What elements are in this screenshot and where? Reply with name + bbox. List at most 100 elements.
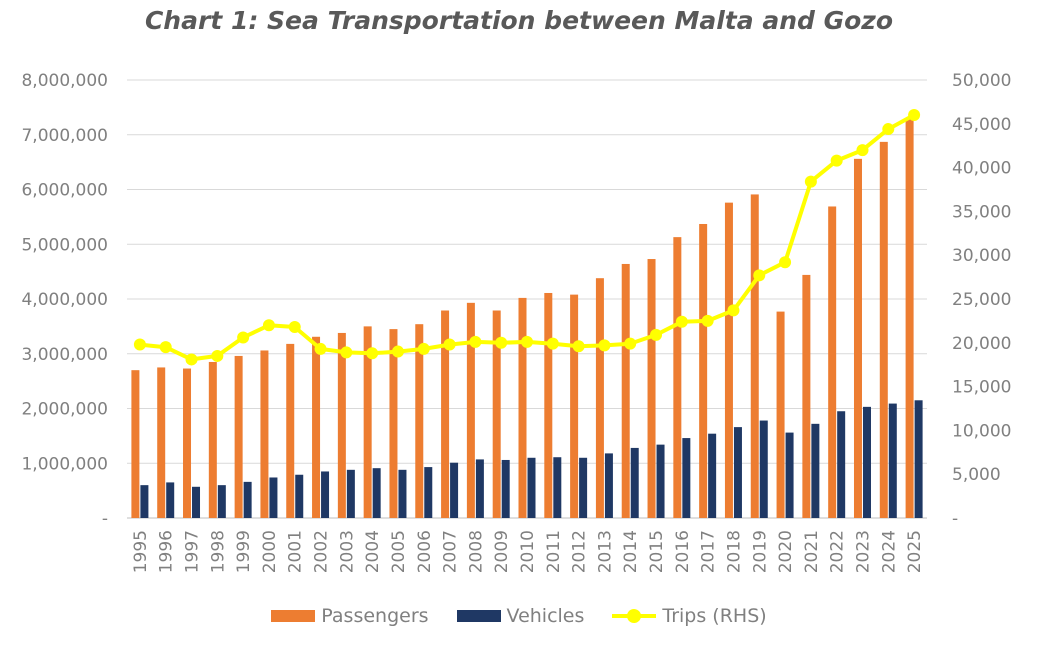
- x-tick-label: 2025: [905, 530, 925, 573]
- passengers-bar: [312, 336, 321, 518]
- vehicles-bar: [656, 444, 665, 518]
- passengers-bar: [595, 278, 604, 518]
- vehicles-bar: [166, 482, 175, 518]
- x-tick-label: 2002: [312, 530, 332, 573]
- trips-point: [469, 335, 482, 348]
- passengers-bar: [647, 259, 656, 518]
- passengers-bar: [363, 326, 372, 518]
- passengers-bar: [157, 367, 166, 518]
- vehicles-bar: [140, 485, 149, 518]
- right-tick-label: 35,000: [952, 202, 1011, 222]
- vehicles-bar: [785, 432, 794, 518]
- vehicles-bar: [862, 406, 871, 518]
- x-tick-label: 2006: [415, 530, 435, 573]
- legend-item-passengers: Passengers: [271, 605, 429, 627]
- legend-item-trips: Trips (RHS): [612, 605, 767, 627]
- vehicles-bar: [217, 485, 226, 518]
- passengers-bar: [337, 332, 346, 518]
- passengers-bar: [828, 206, 837, 518]
- x-tick-label: 2015: [647, 530, 667, 573]
- right-tick-label: 30,000: [952, 246, 1011, 266]
- left-tick-label: 8,000,000: [21, 71, 108, 91]
- vehicles-bar: [527, 457, 536, 518]
- left-tick-label: 3,000,000: [21, 345, 108, 365]
- trips-point: [804, 175, 817, 188]
- legend-label-trips: Trips (RHS): [662, 605, 767, 627]
- trips-point: [133, 338, 146, 351]
- passengers-bar: [699, 223, 708, 518]
- x-tick-label: 2016: [673, 530, 693, 573]
- x-tick-label: 2023: [853, 530, 873, 573]
- x-axis-ticks: 1995 1996 1997 1998 1999 2000 2001 2002 2003 2004…: [131, 530, 925, 573]
- vehicles-bar: [811, 423, 820, 518]
- vehicles-bar: [295, 474, 304, 518]
- trips-point: [908, 109, 921, 122]
- x-tick-label: 2008: [466, 530, 486, 573]
- vehicles-bar: [424, 467, 433, 518]
- left-tick-label: 2,000,000: [21, 400, 108, 420]
- x-tick-label: 2003: [337, 530, 357, 573]
- x-tick-label: 2018: [724, 530, 744, 573]
- left-tick-label: 1,000,000: [21, 454, 108, 474]
- x-tick-label: 2024: [879, 530, 899, 573]
- trips-point: [701, 314, 714, 327]
- right-tick-label: 15,000: [952, 378, 1011, 398]
- x-tick-label: 2005: [389, 530, 409, 573]
- vehicles-bar: [837, 411, 846, 518]
- passengers-bar: [441, 310, 450, 518]
- vehicles-bar: [759, 420, 768, 518]
- x-tick-label: 2020: [776, 530, 796, 573]
- vehicles-bar: [604, 453, 613, 518]
- passengers-bar: [750, 194, 759, 519]
- passengers-bar: [234, 355, 243, 518]
- trips-point: [185, 353, 198, 366]
- trips-point: [211, 349, 224, 362]
- x-tick-label: 2011: [544, 530, 564, 573]
- passengers-bar: [724, 202, 733, 518]
- passengers-bar: [492, 310, 501, 518]
- passengers-bar: [570, 294, 579, 518]
- trips-point: [237, 331, 250, 344]
- passengers-bar: [802, 274, 811, 518]
- left-tick-label: 7,000,000: [21, 126, 108, 146]
- trips-line: [139, 113, 916, 362]
- left-tick-label: -: [102, 509, 108, 529]
- right-tick-label: 45,000: [952, 115, 1011, 135]
- trips-point: [856, 144, 869, 157]
- trips-point: [882, 123, 895, 136]
- vehicles-swatch: [456, 610, 501, 622]
- trips-point: [753, 269, 766, 282]
- passengers-bar: [776, 311, 785, 518]
- legend-label-vehicles: Vehicles: [506, 605, 585, 627]
- vehicles-bar: [346, 469, 355, 518]
- trips-point: [779, 256, 792, 269]
- gridlines: [127, 79, 927, 519]
- vehicles-bar: [192, 486, 201, 518]
- vehicles-bar: [914, 400, 923, 518]
- vehicles-bar: [321, 471, 330, 518]
- right-tick-label: 10,000: [952, 421, 1011, 441]
- x-tick-label: 2009: [492, 530, 512, 573]
- passengers-bar: [621, 263, 630, 518]
- x-tick-label: 1997: [183, 530, 203, 573]
- vehicles-bar: [501, 459, 510, 518]
- vehicles-bar: [553, 457, 562, 518]
- passengers-bar: [131, 370, 140, 518]
- trips-point: [288, 321, 301, 334]
- vehicles-bar: [450, 462, 459, 518]
- trips-point: [340, 346, 353, 359]
- x-tick-label: 1995: [131, 530, 151, 573]
- passengers-bar: [879, 141, 888, 518]
- x-tick-label: 2010: [518, 530, 538, 573]
- x-tick-label: 2004: [363, 530, 383, 573]
- trips-point: [495, 336, 508, 349]
- trips-line-series: [133, 109, 921, 366]
- passengers-bar: [518, 297, 527, 518]
- x-tick-label: 2022: [828, 530, 848, 573]
- vehicles-bar: [243, 481, 252, 518]
- x-tick-label: 1998: [208, 530, 228, 573]
- passengers-bar: [853, 158, 862, 518]
- x-tick-label: 2001: [286, 530, 306, 573]
- passengers-bar: [389, 329, 398, 518]
- vehicles-bar: [579, 457, 588, 518]
